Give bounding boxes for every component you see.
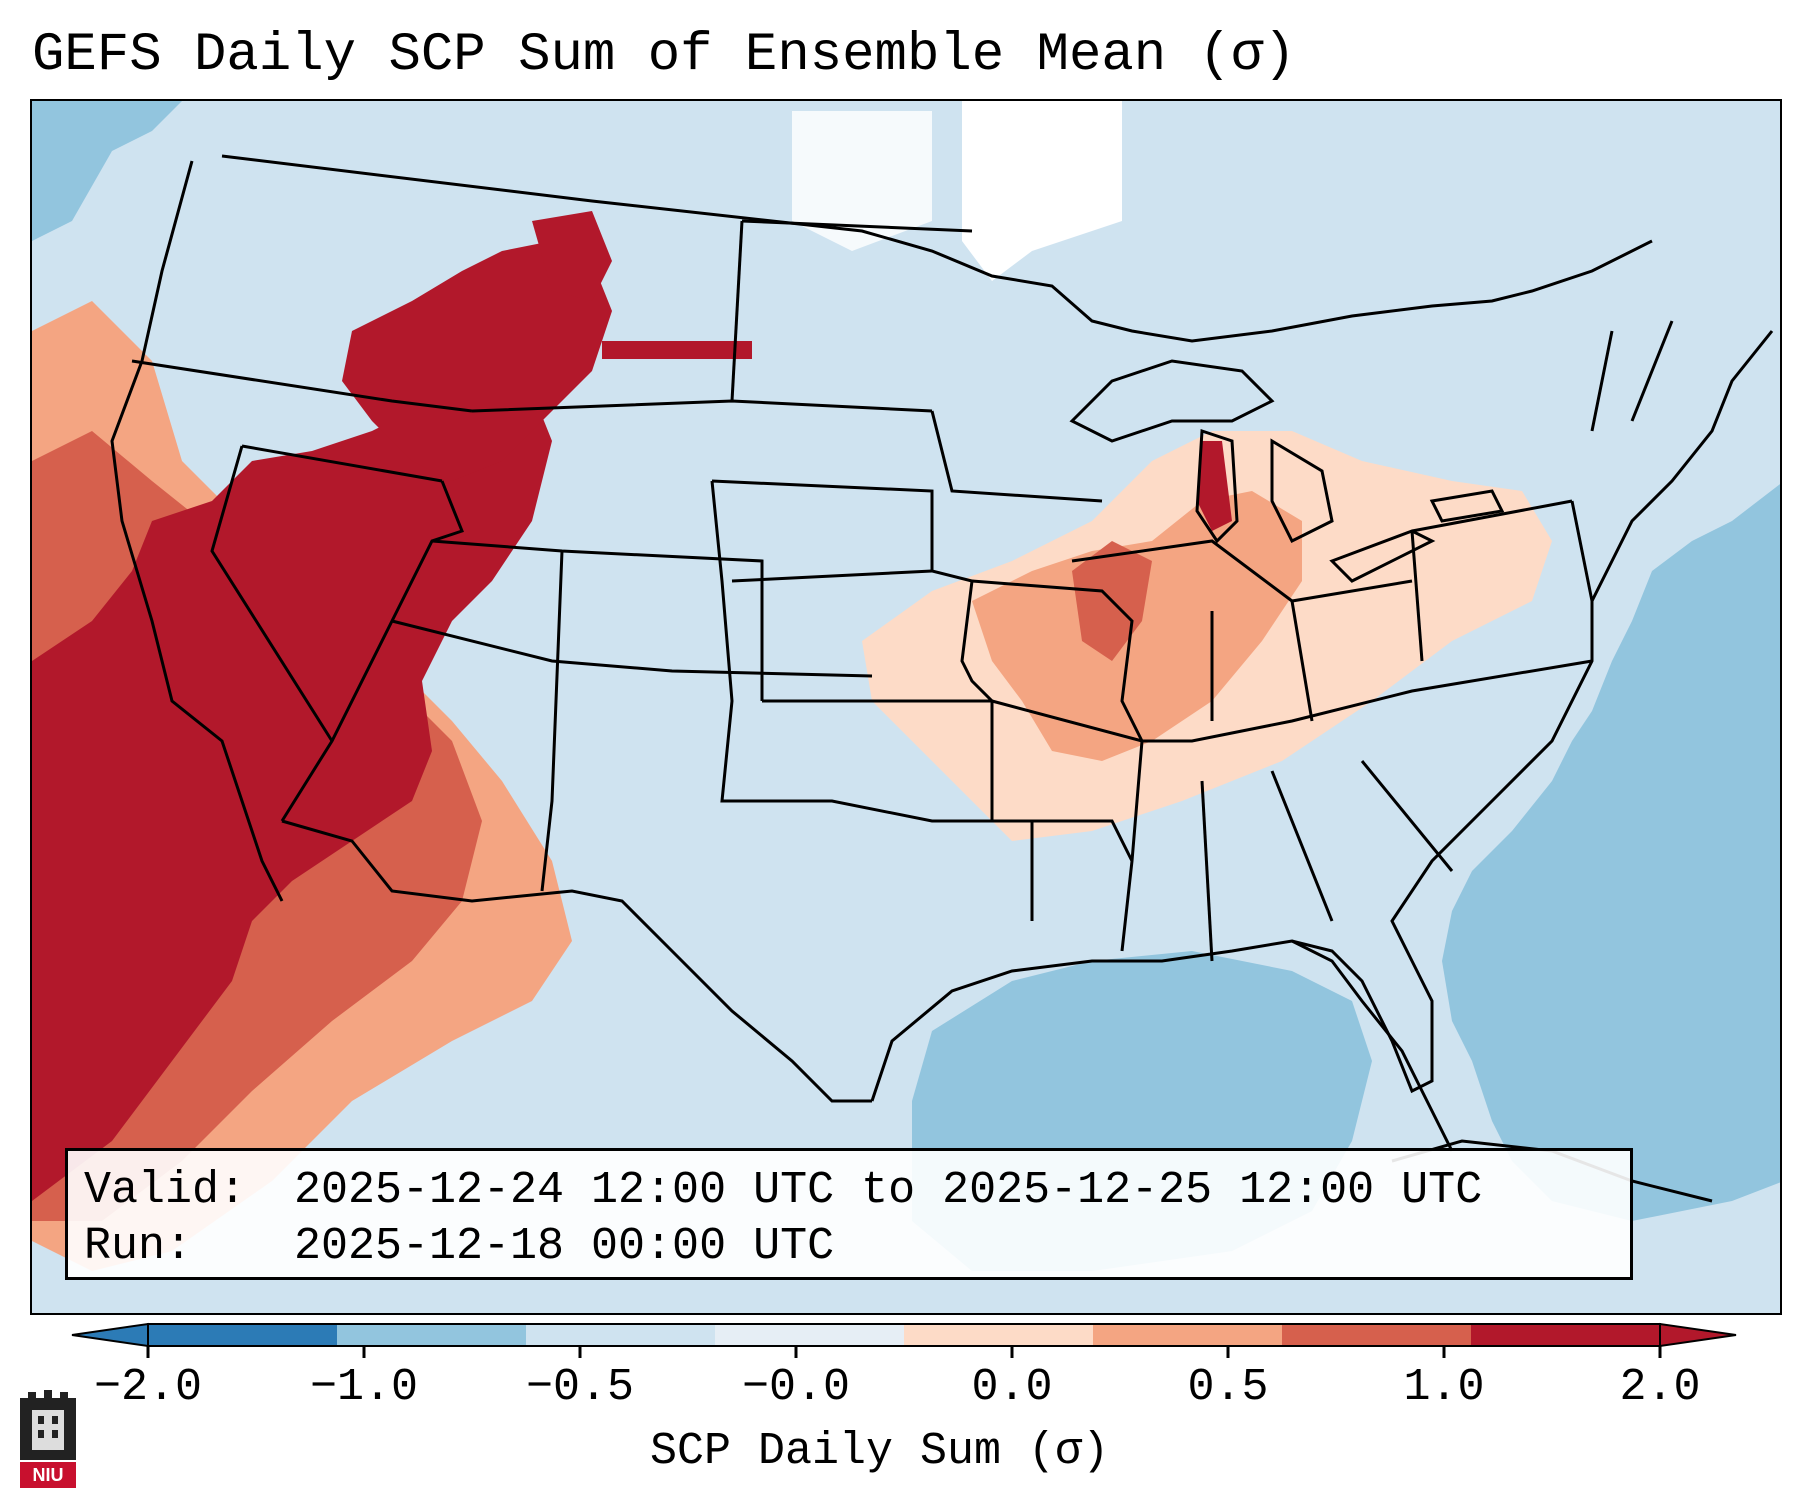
niu-logo-text: NIU bbox=[32, 1465, 64, 1485]
canada-border bbox=[221, 154, 1653, 343]
map-panel bbox=[30, 99, 1782, 1315]
colorbar-tick-label: −2.0 bbox=[93, 1362, 203, 1413]
colorbar-segment bbox=[337, 1324, 527, 1346]
lake-huron bbox=[1270, 438, 1334, 544]
validity-info-box: Valid: 2025-12-24 12:00 UTC to 2025-12-2… bbox=[65, 1148, 1633, 1280]
colorbar-segment bbox=[1471, 1324, 1661, 1346]
niu-logo-icon bbox=[20, 1390, 76, 1488]
valid-row: Valid: 2025-12-24 12:00 UTC to 2025-12-2… bbox=[84, 1163, 1616, 1219]
valid-label: Valid: bbox=[84, 1165, 247, 1216]
colorbar-segment bbox=[1282, 1324, 1472, 1346]
lake-michigan-positive-max bbox=[1197, 441, 1232, 531]
montana-positive-extreme bbox=[532, 211, 612, 301]
colorbar-segment bbox=[904, 1324, 1094, 1346]
lake-michigan bbox=[1195, 428, 1239, 544]
lake-erie bbox=[1329, 529, 1436, 583]
canada-missing-area-2 bbox=[792, 111, 932, 251]
colorbar-title: SCP Daily Sum (σ) bbox=[650, 1426, 1110, 1477]
colorbar-segment bbox=[715, 1324, 905, 1346]
colorbar-tick-label: −0.5 bbox=[525, 1362, 635, 1413]
colorbar-segment bbox=[148, 1324, 338, 1346]
niu-logo: NIU bbox=[18, 1390, 78, 1495]
colorbar-tick-label: −0.0 bbox=[741, 1362, 851, 1413]
colorbar bbox=[71, 1322, 1737, 1358]
montana-positive-band bbox=[602, 341, 752, 359]
page-title: GEFS Daily SCP Sum of Ensemble Mean (σ) bbox=[32, 25, 1296, 86]
colorbar-extend-low bbox=[71, 1322, 149, 1348]
lake-ontario bbox=[1429, 489, 1505, 523]
valid-value: 2025-12-24 12:00 UTC to 2025-12-25 12:00… bbox=[294, 1165, 1483, 1216]
northwest-positive-extreme bbox=[342, 241, 612, 481]
mexico-border bbox=[281, 819, 872, 1103]
colorbar-tick-label: 2.0 bbox=[1619, 1362, 1701, 1413]
lake-superior bbox=[1069, 359, 1275, 443]
gulf-coast bbox=[870, 330, 1774, 1102]
scp-map bbox=[32, 101, 1780, 1313]
colorbar-tick-label: 0.5 bbox=[1187, 1362, 1269, 1413]
colorbar-outline bbox=[147, 1323, 1661, 1347]
colorbar-tick-label: 1.0 bbox=[1403, 1362, 1485, 1413]
run-label: Run: bbox=[84, 1221, 193, 1272]
state-borders bbox=[110, 154, 1774, 1103]
florida bbox=[1291, 939, 1454, 1152]
canada-missing-area bbox=[962, 101, 1122, 281]
colorbar-extend-high bbox=[1659, 1322, 1737, 1348]
run-value: 2025-12-18 00:00 UTC bbox=[294, 1221, 835, 1272]
run-row: Run: 2025-12-18 00:00 UTC bbox=[84, 1219, 1616, 1275]
pacific-negative-area bbox=[32, 101, 182, 241]
colorbar-segment bbox=[526, 1324, 716, 1346]
atlantic-negative-area bbox=[1442, 484, 1780, 1221]
great-lakes bbox=[1069, 359, 1505, 583]
colorbar-tick-label: 0.0 bbox=[971, 1362, 1053, 1413]
colorbar-tick-label: −1.0 bbox=[309, 1362, 419, 1413]
colorbar-segment bbox=[1093, 1324, 1283, 1346]
west-coast bbox=[110, 160, 284, 902]
